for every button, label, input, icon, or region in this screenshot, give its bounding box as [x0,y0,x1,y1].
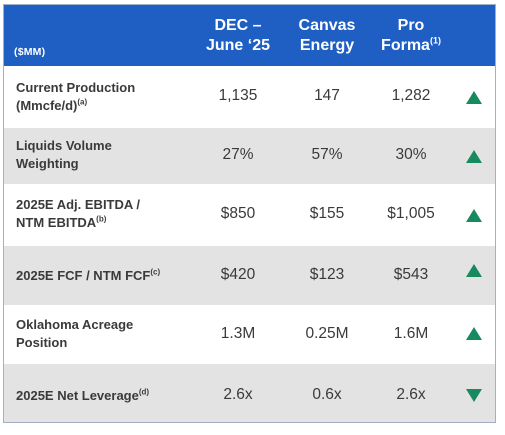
row-label: 2025E Adj. EBITDA / NTM EBITDA(b) [16,196,140,232]
value-pro-forma: 1,282 [391,87,431,104]
value-pro-forma: 2.6x [396,386,426,403]
value-canvas: 57% [311,146,343,163]
table-row: Liquids Volume Weighting 27% 57% 30% [4,128,495,184]
row-label-line1: 2025E FCF / NTM FCF(c) [16,267,160,285]
row-label: 2025E FCF / NTM FCF(c) [16,267,160,285]
row-label-line1: 2025E Net Leverage(d) [16,387,149,405]
up-arrow-icon [466,150,482,163]
column-header-line1: Canvas [298,17,356,34]
column-header-pro-forma: Pro Forma(1) [366,16,456,56]
value-dec: $420 [220,266,256,283]
column-header-line1: Pro [397,17,425,34]
column-header-line2: Energy [299,37,355,54]
comparison-table: ($MM) DEC – June ‘25 Canvas Energy Pro F… [3,4,496,423]
row-label: Current Production (Mmcfe/d)(a) [16,79,135,115]
value-dec: 1.3M [220,325,256,342]
row-label-line1-text: 2025E FCF / NTM FCF [16,268,151,283]
down-arrow-icon [466,389,482,402]
column-header-line2-text: Forma [381,37,430,54]
row-label: Liquids Volume Weighting [16,137,112,173]
value-canvas: $123 [309,266,345,283]
footnote-marker: (1) [429,35,441,46]
table-row: 2025E Net Leverage(d) 2.6x 0.6x 2.6x [4,364,495,422]
value-dec: $850 [220,205,256,222]
table-header: ($MM) DEC – June ‘25 Canvas Energy Pro F… [4,5,495,66]
row-label: 2025E Net Leverage(d) [16,387,149,405]
value-canvas: 147 [314,87,340,104]
row-label-line2: Weighting [16,156,79,171]
column-header-canvas: Canvas Energy [282,16,372,56]
value-pro-forma: $543 [393,266,429,283]
row-label-line1: 2025E Adj. EBITDA / [16,197,141,212]
row-label-line1: Oklahoma Acreage [16,317,134,332]
row-label-line2: (Mmcfe/d)(a) [16,97,135,115]
value-dec: 2.6x [223,386,253,403]
row-label-line1-text: 2025E Net Leverage [16,388,139,403]
value-canvas: $155 [309,205,345,222]
up-arrow-icon [466,327,482,340]
table-row: Oklahoma Acreage Position 1.3M 0.25M 1.6… [4,305,495,364]
row-label-line2-text: (Mmcfe/d) [16,98,78,113]
value-dec: 27% [222,146,254,163]
row-label-line1: Liquids Volume [16,138,112,153]
value-pro-forma: 30% [395,146,427,163]
value-dec: 1,135 [218,87,258,104]
column-header-line2: Forma(1) [366,36,456,56]
footnote-marker: (d) [138,387,150,397]
row-label: Oklahoma Acreage Position [16,316,133,352]
up-arrow-icon [466,209,482,222]
row-label-line1: Current Production [16,80,136,95]
table-row: 2025E FCF / NTM FCF(c) $420 $123 $543 [4,246,495,305]
value-pro-forma: 1.6M [393,325,429,342]
row-label-line2: Position [16,335,68,350]
value-canvas: 0.25M [305,325,349,342]
footnote-marker: (a) [77,97,88,107]
footnote-marker: (b) [96,214,107,224]
row-label-line2-text: NTM EBITDA [16,215,97,230]
up-arrow-icon [466,264,482,277]
up-arrow-icon [466,91,482,104]
table-row: Current Production (Mmcfe/d)(a) 1,135 14… [4,66,495,128]
unit-label: ($MM) [14,46,46,58]
column-header-line1: DEC – [214,17,262,34]
footnote-marker: (c) [150,267,161,277]
column-header-dec: DEC – June ‘25 [193,16,283,56]
column-header-line2: June ‘25 [205,37,271,54]
row-label-line2: NTM EBITDA(b) [16,214,140,232]
table-row: 2025E Adj. EBITDA / NTM EBITDA(b) $850 $… [4,184,495,246]
value-canvas: 0.6x [312,386,342,403]
value-pro-forma: $1,005 [387,205,435,222]
